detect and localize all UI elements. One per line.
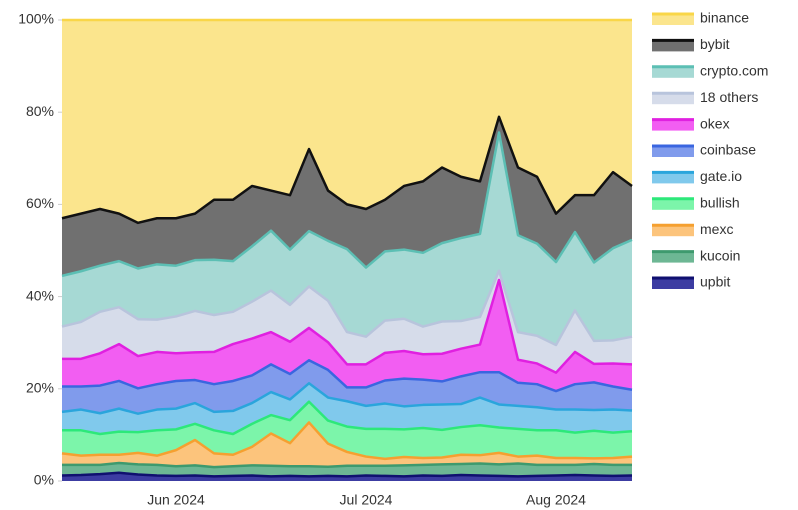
- legend-label: upbit: [700, 274, 730, 290]
- x-tick-label: Aug 2024: [526, 492, 586, 508]
- legend-label: bybit: [700, 36, 730, 52]
- area: [62, 383, 632, 434]
- area: [62, 116, 632, 276]
- legend-swatch: [652, 277, 694, 289]
- y-tick-label: 100%: [18, 11, 54, 27]
- legend-swatch: [652, 92, 694, 105]
- y-tick-label: 0%: [34, 472, 54, 488]
- area-line: [62, 278, 633, 374]
- x-tick-label: Jun 2024: [147, 492, 205, 508]
- y-tick-label: 40%: [26, 287, 54, 303]
- legend-label: gate.io: [700, 168, 742, 184]
- legend-swatch: [652, 250, 694, 263]
- legend-label: okex: [700, 115, 730, 131]
- legend-swatch: [652, 65, 694, 78]
- legend-label: bullish: [700, 195, 740, 211]
- legend-swatch: [652, 145, 694, 157]
- legend-swatch: [652, 13, 694, 25]
- legend-label: 18 others: [700, 89, 758, 105]
- area-line: [62, 461, 632, 469]
- area: [62, 280, 632, 392]
- area: [62, 20, 632, 223]
- area-line: [61, 382, 633, 415]
- legend-label: binance: [700, 10, 749, 26]
- y-tick-label: 20%: [26, 380, 54, 396]
- area: [62, 422, 632, 468]
- legend-swatch: [652, 224, 694, 237]
- legend-swatch: [652, 197, 694, 210]
- y-tick-label: 60%: [26, 195, 54, 211]
- area-line: [61, 131, 633, 278]
- legend-swatch: [652, 171, 694, 184]
- area: [62, 401, 632, 459]
- x-tick-label: Jul 2024: [340, 492, 393, 508]
- legend-label: crypto.com: [700, 63, 768, 79]
- area-line: [61, 269, 633, 347]
- legend-label: coinbase: [700, 142, 756, 158]
- legend-swatch: [652, 39, 694, 52]
- y-tick-label: 80%: [26, 103, 54, 119]
- area-line: [61, 115, 633, 225]
- area-line: [61, 471, 633, 478]
- area-line: [62, 358, 633, 393]
- area-line: [62, 400, 633, 436]
- area-line: [61, 421, 633, 461]
- legend-swatch: [652, 118, 694, 131]
- legend-label: kucoin: [700, 247, 740, 263]
- legend-label: mexc: [700, 221, 733, 237]
